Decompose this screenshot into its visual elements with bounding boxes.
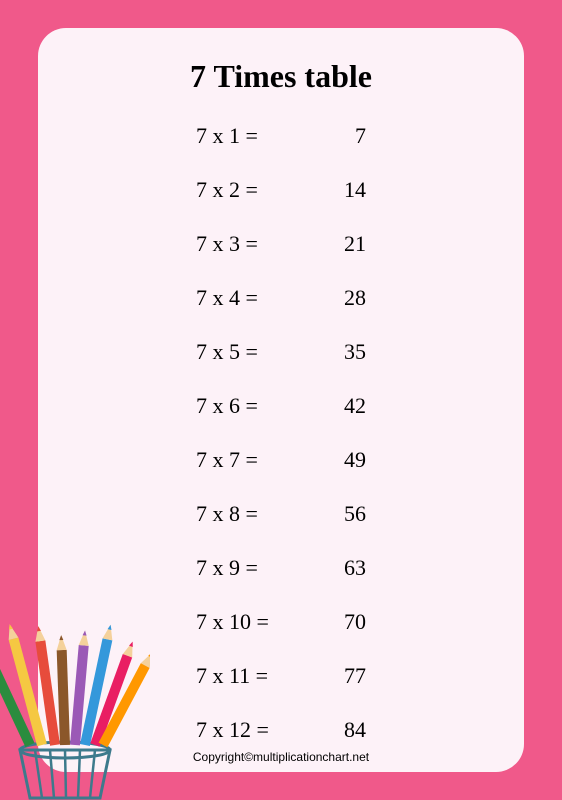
result-text: 7 [326, 123, 366, 149]
result-text: 42 [326, 393, 366, 419]
table-row: 7 x 7 =49 [196, 447, 366, 473]
result-text: 14 [326, 177, 366, 203]
expression-text: 7 x 11 = [196, 663, 326, 689]
result-text: 35 [326, 339, 366, 365]
result-text: 49 [326, 447, 366, 473]
table-row: 7 x 6 =42 [196, 393, 366, 419]
expression-text: 7 x 6 = [196, 393, 326, 419]
result-text: 28 [326, 285, 366, 311]
result-text: 84 [326, 717, 366, 743]
result-text: 63 [326, 555, 366, 581]
table-row: 7 x 1 =7 [196, 123, 366, 149]
table-row: 7 x 8 =56 [196, 501, 366, 527]
table-row: 7 x 4 =28 [196, 285, 366, 311]
table-row: 7 x 10 =70 [196, 609, 366, 635]
result-text: 21 [326, 231, 366, 257]
result-text: 56 [326, 501, 366, 527]
pencils-illustration [0, 620, 150, 800]
expression-text: 7 x 5 = [196, 339, 326, 365]
expression-text: 7 x 9 = [196, 555, 326, 581]
expression-text: 7 x 7 = [196, 447, 326, 473]
table-row: 7 x 11 =77 [196, 663, 366, 689]
expression-text: 7 x 10 = [196, 609, 326, 635]
page-title: 7 Times table [58, 58, 504, 95]
expression-text: 7 x 3 = [196, 231, 326, 257]
table-row: 7 x 9 =63 [196, 555, 366, 581]
table-row: 7 x 2 =14 [196, 177, 366, 203]
expression-text: 7 x 2 = [196, 177, 326, 203]
expression-text: 7 x 1 = [196, 123, 326, 149]
result-text: 77 [326, 663, 366, 689]
expression-text: 7 x 4 = [196, 285, 326, 311]
expression-text: 7 x 12 = [196, 717, 326, 743]
table-row: 7 x 5 =35 [196, 339, 366, 365]
table-row: 7 x 3 =21 [196, 231, 366, 257]
expression-text: 7 x 8 = [196, 501, 326, 527]
table-row: 7 x 12 =84 [196, 717, 366, 743]
result-text: 70 [326, 609, 366, 635]
